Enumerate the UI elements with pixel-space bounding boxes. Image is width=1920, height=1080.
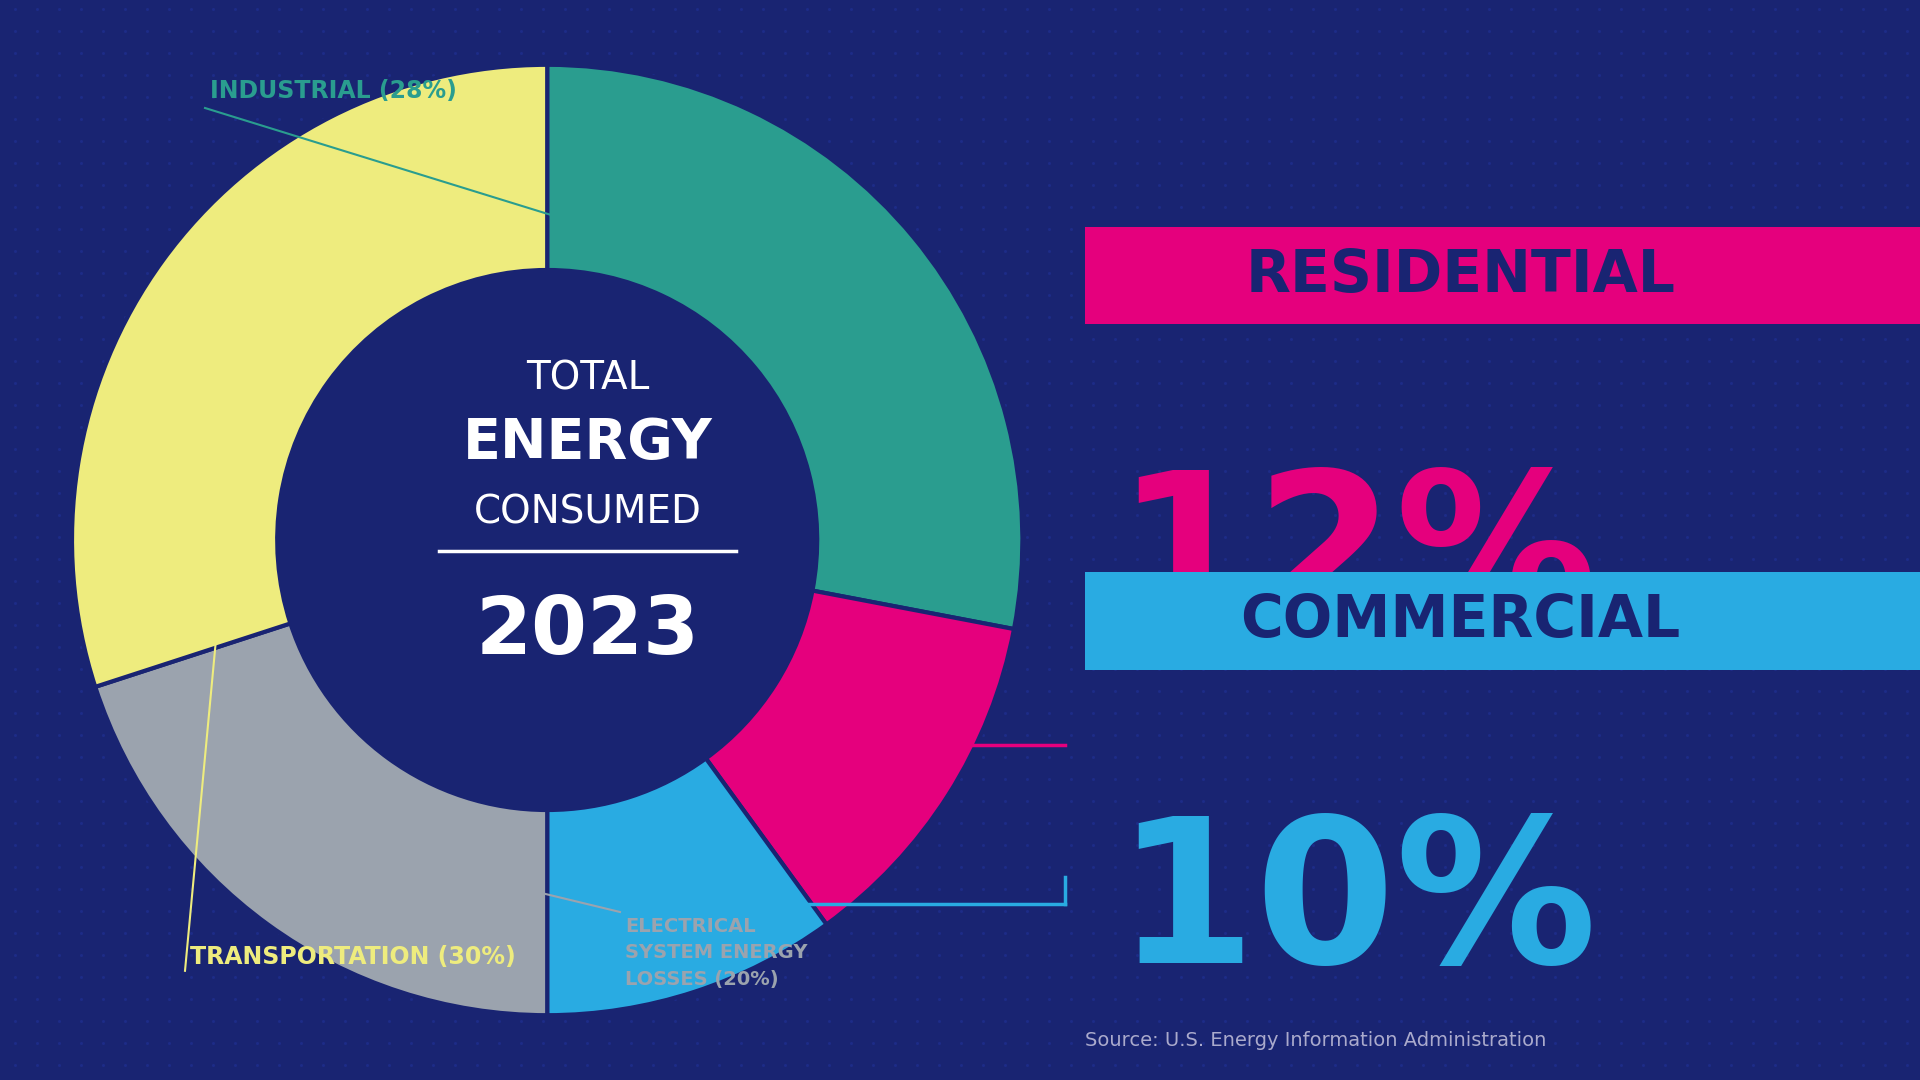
Wedge shape bbox=[707, 591, 1014, 924]
Text: RESIDENTIAL: RESIDENTIAL bbox=[1246, 247, 1676, 303]
Text: COMMERCIAL: COMMERCIAL bbox=[1240, 593, 1680, 649]
Text: ENERGY: ENERGY bbox=[463, 416, 712, 470]
Wedge shape bbox=[547, 758, 826, 1015]
Text: 12%: 12% bbox=[1116, 464, 1597, 659]
Wedge shape bbox=[547, 65, 1021, 629]
Circle shape bbox=[276, 270, 818, 810]
Bar bbox=[1085, 572, 1920, 670]
Text: TOTAL: TOTAL bbox=[526, 359, 649, 397]
Wedge shape bbox=[96, 623, 547, 1015]
Text: Source: U.S. Energy Information Administration: Source: U.S. Energy Information Administ… bbox=[1085, 1030, 1546, 1050]
Wedge shape bbox=[73, 65, 547, 687]
Text: 10%: 10% bbox=[1116, 810, 1597, 1004]
Text: ELECTRICAL
SYSTEM ENERGY
LOSSES (20%): ELECTRICAL SYSTEM ENERGY LOSSES (20%) bbox=[626, 917, 808, 989]
Text: TRANSPORTATION (30%): TRANSPORTATION (30%) bbox=[190, 945, 516, 969]
Text: INDUSTRIAL (28%): INDUSTRIAL (28%) bbox=[209, 79, 457, 103]
Text: CONSUMED: CONSUMED bbox=[474, 494, 701, 532]
Text: 2023: 2023 bbox=[476, 593, 699, 671]
Bar bbox=[1085, 227, 1920, 324]
